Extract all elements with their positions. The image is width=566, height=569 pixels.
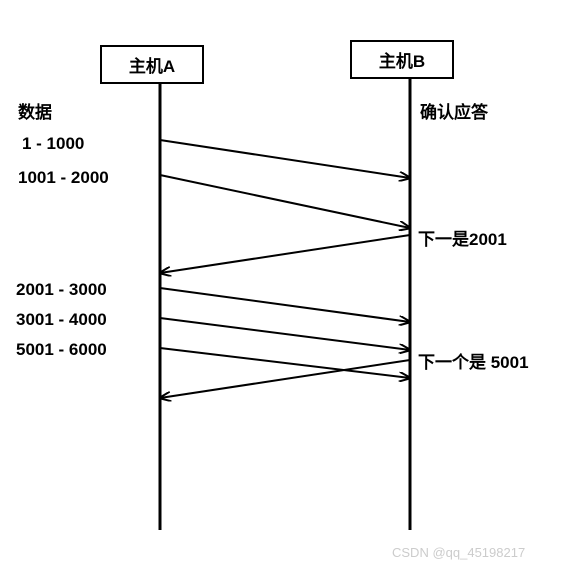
data-header: 数据 — [18, 98, 52, 123]
message-arrows — [160, 140, 410, 398]
ack-label-1: 下一是2001 — [418, 225, 507, 250]
seq-label-1: 1 - 1000 — [22, 134, 84, 154]
watermark-text: CSDN @qq_45198217 — [392, 545, 525, 560]
timelines — [160, 75, 410, 530]
host-a-box: 主机A — [100, 45, 204, 84]
host-b-label: 主机B — [379, 47, 425, 72]
host-a-label: 主机A — [129, 52, 175, 77]
seq-label-2: 1001 - 2000 — [18, 168, 109, 188]
seq-label-3: 2001 - 3000 — [16, 280, 107, 300]
host-b-box: 主机B — [350, 40, 454, 79]
seq-label-4: 3001 - 4000 — [16, 310, 107, 330]
ack-label-2: 下一个是 5001 — [418, 348, 529, 373]
ack-header: 确认应答 — [420, 98, 488, 123]
seq-label-5: 5001 - 6000 — [16, 340, 107, 360]
